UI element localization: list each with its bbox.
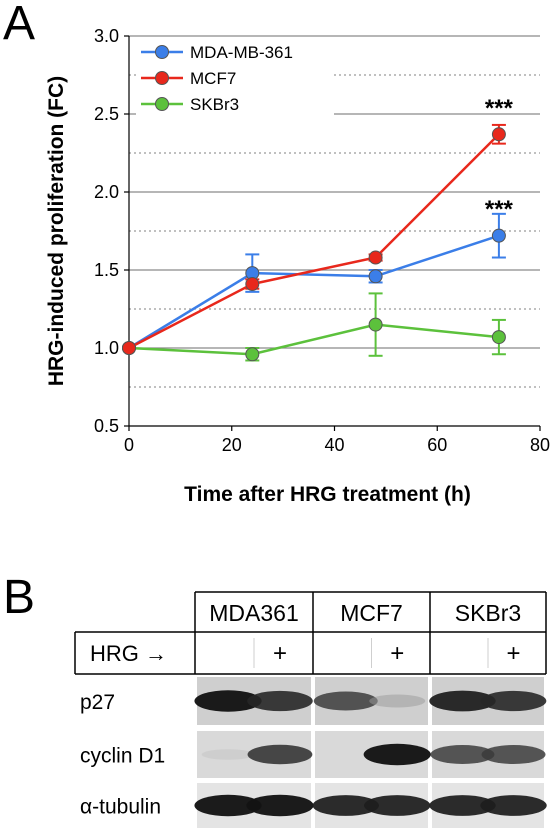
proliferation-line-chart: 0.5 1.0 1.5 2.0 2.5 3.0 0 20 40 60 80 Time after HR… [45, 26, 550, 506]
series-mcf7 [122, 123, 506, 355]
data-point [368, 317, 383, 332]
data-point [368, 269, 383, 284]
protein-band [369, 694, 426, 708]
series-line [128, 323, 500, 356]
y-tick-label: 1.5 [94, 260, 119, 280]
legend-entry: MCF7 [190, 69, 236, 88]
data-point [491, 127, 506, 142]
blot-row-label: cyclin D1 [80, 745, 165, 768]
protein-band [313, 691, 378, 711]
cell-line-label: MCF7 [340, 600, 403, 626]
legend-entry: MDA-MB-361 [190, 43, 293, 62]
cell-line-label: MDA361 [209, 600, 298, 626]
blot-row-label: p27 [80, 691, 115, 714]
y-tick-label: 0.5 [94, 416, 119, 436]
blot-row-label: α-tubulin [80, 796, 161, 819]
data-point [491, 330, 506, 345]
protein-band [429, 795, 496, 816]
protein-band [480, 795, 547, 816]
protein-band [194, 794, 262, 817]
panel-b-label: B [3, 571, 36, 624]
protein-band [429, 690, 496, 712]
protein-band [247, 690, 313, 712]
x-tick-label: 20 [222, 435, 242, 455]
protein-band [247, 744, 313, 765]
legend: MDA-MB-361 MCF7 SKBr3 [136, 38, 334, 132]
protein-band [201, 749, 255, 760]
x-axis-label: Time after HRG treatment (h) [184, 483, 471, 506]
x-tick-label: 60 [427, 435, 447, 455]
cell-line-label: SKBr3 [455, 600, 521, 626]
y-axis-label: HRG-induced proliferation (FC) [45, 76, 68, 386]
series-mda-mb-361 [122, 212, 506, 355]
data-point [245, 277, 260, 292]
treatment-mark: + [273, 640, 287, 667]
significance-annotation: *** [485, 196, 514, 223]
data-point [368, 250, 383, 265]
protein-band [430, 745, 495, 764]
x-tick-label: 80 [530, 435, 550, 455]
legend-marker [155, 97, 169, 111]
protein-band [480, 690, 547, 712]
treatment-mark: + [507, 640, 521, 667]
protein-band [481, 745, 546, 764]
protein-band [363, 743, 431, 766]
legend-background [136, 38, 334, 132]
y-tick-label: 1.0 [94, 338, 119, 358]
legend-marker [155, 71, 169, 85]
protein-band [312, 795, 379, 816]
protein-band [194, 690, 262, 712]
legend-entry: SKBr3 [190, 95, 239, 114]
y-tick-label: 2.0 [94, 182, 119, 202]
y-tick-label: 2.5 [94, 104, 119, 124]
series-skbr3 [122, 292, 506, 362]
protein-band [364, 795, 431, 816]
y-tick-label: 3.0 [94, 26, 119, 46]
panel-a-label: A [3, 0, 36, 50]
x-tick-label: 40 [324, 435, 344, 455]
treatment-label: HRG → [90, 641, 167, 666]
data-point [245, 347, 260, 362]
data-point [491, 228, 506, 243]
legend-marker [155, 45, 169, 59]
data-point [122, 341, 136, 355]
series-line [128, 234, 500, 350]
treatment-mark: + [390, 640, 404, 667]
protein-band [246, 794, 314, 817]
significance-annotation: *** [485, 95, 514, 122]
x-tick-label: 0 [124, 435, 134, 455]
western-blot-panel: MDA361 MCF7 SKBr3 HRG → + + + p27 cyclin D1 α-tub… [74, 591, 547, 828]
series-line [128, 133, 500, 350]
